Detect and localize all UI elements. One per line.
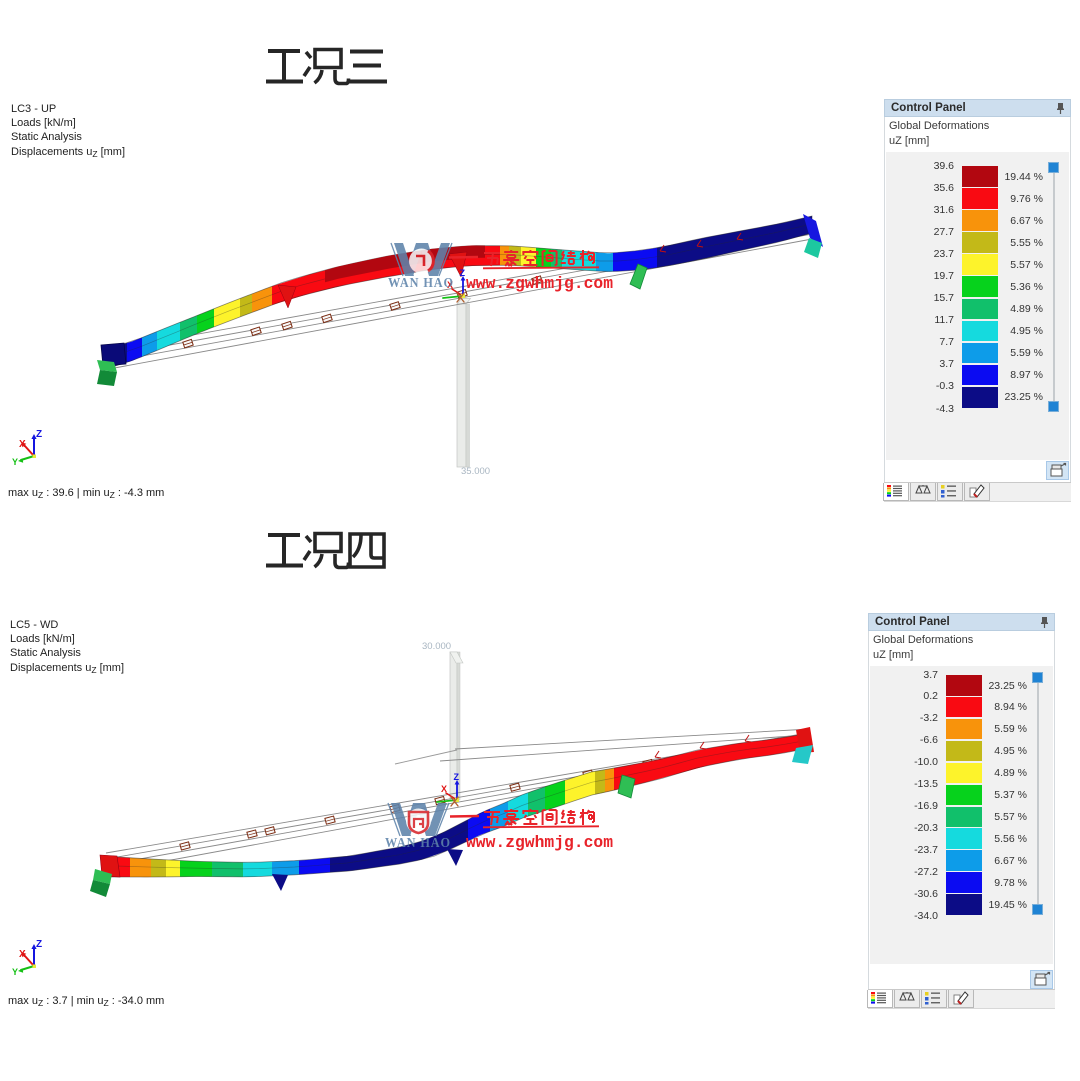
svg-text:X: X: [441, 784, 447, 794]
svg-text:35.000: 35.000: [461, 466, 490, 477]
svg-text:Z: Z: [36, 429, 42, 440]
svg-text:X: X: [19, 439, 26, 450]
svg-text:www.zgwhmjg.com: www.zgwhmjg.com: [466, 833, 613, 852]
svg-text:WAN HAO: WAN HAO: [388, 275, 454, 290]
svg-text:Z: Z: [460, 268, 466, 278]
svg-text:WAN HAO: WAN HAO: [385, 835, 451, 850]
svg-text:30.000: 30.000: [422, 641, 451, 652]
svg-text:www.zgwhmjg.com: www.zgwhmjg.com: [466, 274, 613, 293]
svg-text:X: X: [447, 280, 453, 290]
svg-text:Y: Y: [12, 457, 18, 467]
svg-text:Y: Y: [12, 967, 18, 977]
svg-text:Z: Z: [454, 772, 460, 782]
svg-text:X: X: [19, 949, 26, 960]
svg-text:Z: Z: [36, 939, 42, 950]
